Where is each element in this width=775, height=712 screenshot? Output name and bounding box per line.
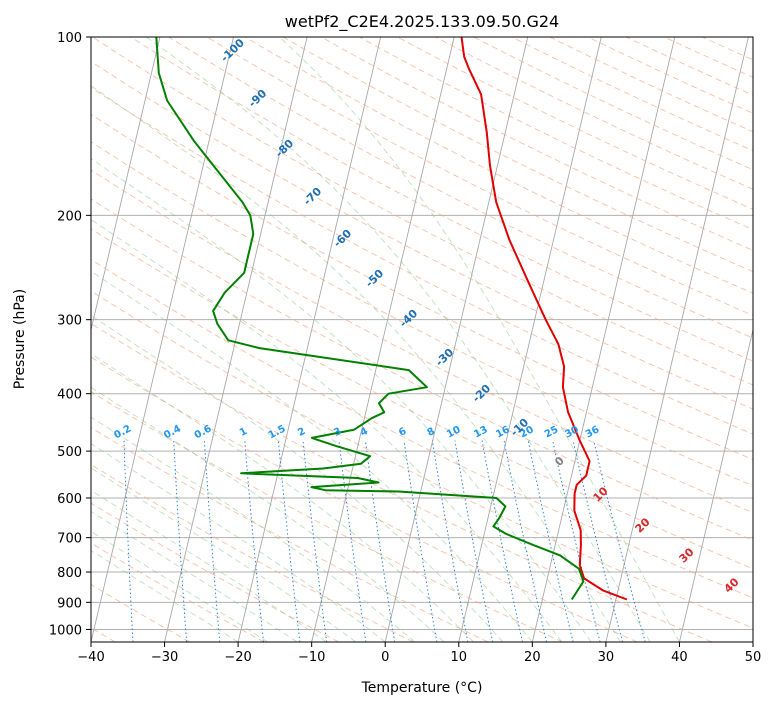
dry-adiabat-line bbox=[0, 37, 712, 642]
isotherm-label: -90 bbox=[246, 87, 270, 110]
moist-adiabat-line bbox=[279, 37, 679, 642]
mixing-ratio-line bbox=[455, 441, 493, 642]
mixing-ratio-label: 0.2 bbox=[112, 423, 133, 441]
isotherm-label: -30 bbox=[433, 346, 457, 369]
dry-adiabat-line bbox=[397, 37, 775, 642]
isotherm-label: -70 bbox=[301, 185, 325, 208]
x-tick-label: 50 bbox=[745, 650, 762, 665]
y-tick-label: 800 bbox=[57, 566, 82, 581]
dry-adiabat-line bbox=[0, 37, 413, 642]
moist-adiabat-line bbox=[22, 37, 621, 642]
isotherm-label: -80 bbox=[273, 137, 297, 160]
dry-adiabat-line bbox=[16, 37, 775, 642]
isotherm-line bbox=[606, 37, 749, 642]
isotherm-label: 10 bbox=[591, 484, 611, 504]
dry-adiabat-line bbox=[0, 37, 563, 642]
isotherm-line bbox=[753, 37, 775, 642]
y-tick-label: 300 bbox=[57, 314, 82, 329]
mixing-ratio-line bbox=[528, 441, 573, 642]
isotherm-line bbox=[0, 37, 13, 642]
mixing-ratio-label: 25 bbox=[543, 424, 560, 440]
x-tick-label: −40 bbox=[77, 650, 104, 665]
dry-adiabat-line bbox=[0, 37, 488, 642]
dry-adiabat-line bbox=[550, 37, 775, 642]
y-tick-label: 1000 bbox=[49, 623, 82, 638]
background-lines bbox=[0, 37, 775, 642]
y-tick-label: 400 bbox=[57, 388, 82, 403]
x-tick-label: 10 bbox=[451, 650, 468, 665]
x-tick-label: 20 bbox=[524, 650, 541, 665]
moist-adiabat-line bbox=[0, 37, 503, 642]
y-tick-label: 100 bbox=[57, 31, 82, 46]
mixing-ratio-label: 0.6 bbox=[193, 423, 214, 441]
dry-adiabat-line bbox=[0, 37, 339, 642]
moist-adiabat-line bbox=[0, 37, 238, 642]
chart-title: wetPf2_C2E4.2025.133.09.50.G24 bbox=[285, 12, 559, 32]
y-tick-label: 700 bbox=[57, 532, 82, 547]
y-axis-label: Pressure (hPa) bbox=[12, 289, 28, 389]
moist-adiabat-line bbox=[0, 37, 385, 642]
isotherm-line bbox=[91, 37, 234, 642]
x-tick-label: −30 bbox=[151, 650, 178, 665]
dry-adiabat-line bbox=[0, 37, 637, 642]
mixing-ratio-line bbox=[245, 441, 264, 642]
isotherm-line bbox=[385, 37, 528, 642]
isotherm-label: 0 bbox=[552, 454, 567, 469]
dry-adiabat-line bbox=[0, 37, 190, 642]
mixing-ratio-line bbox=[432, 441, 468, 642]
x-tick-label: 0 bbox=[381, 650, 389, 665]
mixing-ratio-label: 2 bbox=[296, 426, 307, 439]
mixing-ratio-label: 8 bbox=[426, 426, 437, 439]
x-tick-label: −20 bbox=[224, 650, 251, 665]
isotherm-label: 30 bbox=[677, 545, 697, 565]
y-tick-label: 900 bbox=[57, 596, 82, 611]
moist-adiabat-line bbox=[0, 37, 297, 642]
dry-adiabat-line bbox=[474, 37, 775, 642]
isotherm-label: -50 bbox=[363, 267, 387, 290]
dry-adiabat-line bbox=[0, 37, 264, 642]
moist-adiabat-line bbox=[0, 37, 415, 642]
mixing-ratio-line bbox=[303, 441, 327, 642]
mixing-ratio-label: 1.5 bbox=[267, 423, 288, 441]
isotherm-line bbox=[17, 37, 160, 642]
y-tick-label: 200 bbox=[57, 209, 82, 224]
isotherm-label: -60 bbox=[331, 227, 355, 250]
moist-adiabat-line bbox=[0, 37, 474, 642]
data-series bbox=[156, 37, 627, 600]
x-tick-label: 30 bbox=[598, 650, 615, 665]
isotherm-line bbox=[532, 37, 675, 642]
mixing-ratio-label: 36 bbox=[584, 424, 601, 440]
moist-adiabat-line bbox=[0, 37, 356, 642]
x-tick-label: −10 bbox=[298, 650, 325, 665]
mixing-ratio-label: 0.4 bbox=[162, 423, 183, 441]
temperature-profile-line bbox=[462, 37, 627, 600]
x-axis-label: Temperature (°C) bbox=[361, 680, 483, 696]
mixing-ratio-line bbox=[365, 441, 394, 642]
mixing-ratio-label: 6 bbox=[397, 426, 408, 439]
isotherm-label: -100 bbox=[218, 36, 247, 65]
mixing-ratio-label: 10 bbox=[445, 424, 462, 440]
dry-adiabat-line bbox=[93, 37, 775, 642]
moist-adiabat-line bbox=[0, 37, 591, 642]
mixing-ratio-line bbox=[553, 441, 600, 642]
dry-adiabat-line bbox=[359, 37, 775, 642]
mixing-ratio-line bbox=[204, 441, 219, 642]
isotherm-label: -40 bbox=[397, 307, 421, 330]
y-tick-label: 500 bbox=[57, 445, 82, 460]
x-tick-label: 40 bbox=[671, 650, 688, 665]
dry-adiabat-line bbox=[702, 37, 775, 642]
mixing-ratio-label: 1 bbox=[238, 426, 249, 439]
y-tick-label: 600 bbox=[57, 492, 82, 507]
